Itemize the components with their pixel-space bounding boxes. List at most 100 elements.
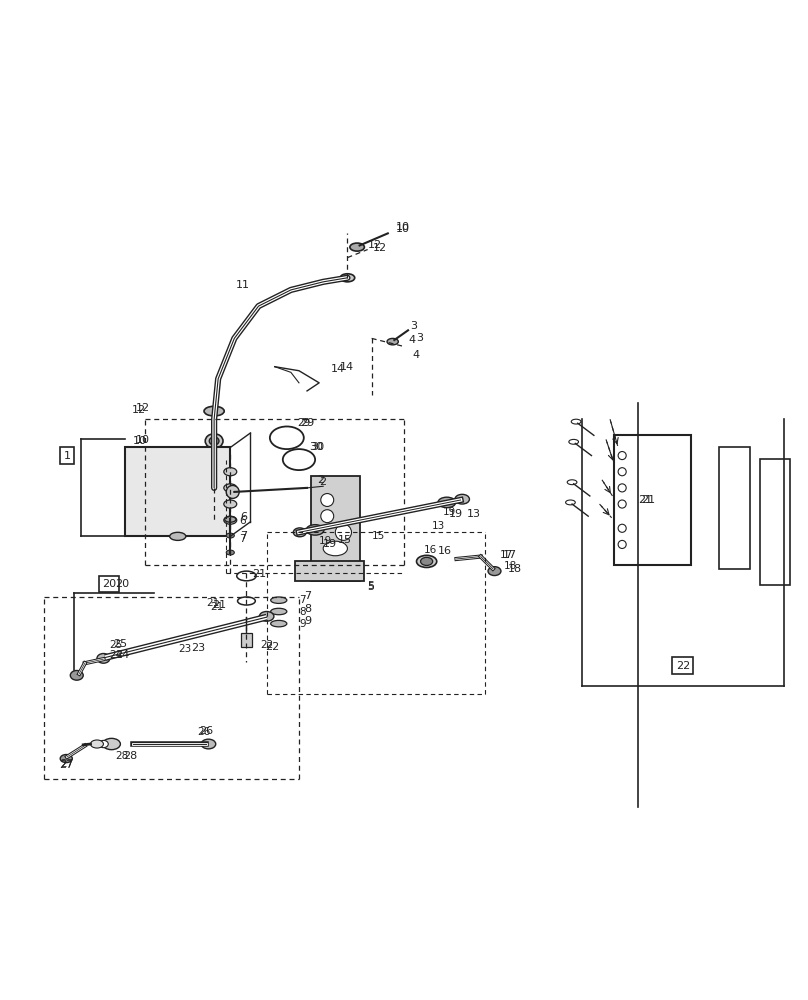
Ellipse shape — [238, 597, 255, 605]
Text: 12: 12 — [368, 240, 381, 250]
Ellipse shape — [205, 434, 223, 448]
Text: 6: 6 — [240, 512, 247, 522]
Text: 11: 11 — [236, 280, 250, 290]
Circle shape — [618, 452, 626, 460]
Ellipse shape — [224, 484, 237, 492]
Text: 29: 29 — [300, 418, 314, 428]
Text: 21: 21 — [641, 495, 654, 505]
Text: 8: 8 — [304, 604, 311, 614]
Ellipse shape — [569, 439, 579, 444]
Text: 10: 10 — [136, 435, 149, 445]
Ellipse shape — [97, 654, 110, 663]
Text: 7: 7 — [299, 595, 305, 605]
Ellipse shape — [387, 338, 398, 345]
Text: 28: 28 — [123, 751, 137, 761]
Circle shape — [618, 484, 626, 492]
Ellipse shape — [224, 500, 237, 508]
Ellipse shape — [488, 567, 501, 576]
Bar — [760, 459, 790, 585]
Text: 13: 13 — [467, 509, 481, 519]
Ellipse shape — [421, 557, 433, 565]
Text: 7: 7 — [240, 531, 247, 541]
Text: 16: 16 — [438, 546, 452, 556]
Text: 2: 2 — [318, 475, 325, 485]
Circle shape — [618, 468, 626, 476]
Text: 15: 15 — [338, 535, 351, 545]
Ellipse shape — [99, 740, 108, 748]
Circle shape — [321, 494, 334, 506]
Text: 10: 10 — [133, 436, 147, 446]
Ellipse shape — [225, 517, 236, 522]
Bar — [719, 447, 750, 569]
Text: 25: 25 — [109, 640, 122, 650]
Ellipse shape — [270, 426, 304, 449]
Text: 6: 6 — [239, 516, 246, 526]
Ellipse shape — [224, 468, 237, 476]
Text: 9: 9 — [304, 616, 311, 626]
Text: 8: 8 — [299, 607, 305, 617]
Text: 10: 10 — [396, 224, 410, 234]
Text: 5: 5 — [368, 582, 375, 592]
Text: 21: 21 — [638, 495, 652, 505]
Text: 22: 22 — [260, 640, 273, 650]
Circle shape — [226, 485, 239, 498]
Text: 18: 18 — [507, 564, 521, 574]
Ellipse shape — [340, 274, 355, 282]
Text: 12: 12 — [136, 403, 149, 413]
Text: 19: 19 — [323, 539, 337, 549]
Text: 12: 12 — [132, 405, 145, 415]
Text: 25: 25 — [113, 639, 127, 649]
Text: 24: 24 — [109, 650, 122, 660]
Ellipse shape — [417, 555, 437, 567]
Ellipse shape — [271, 597, 287, 603]
Ellipse shape — [271, 620, 287, 627]
Ellipse shape — [271, 608, 287, 615]
Ellipse shape — [204, 406, 225, 416]
Text: 14: 14 — [339, 362, 353, 372]
Text: 24: 24 — [115, 650, 129, 660]
Text: 13: 13 — [432, 521, 445, 531]
Ellipse shape — [306, 525, 324, 535]
Text: 1: 1 — [64, 451, 70, 461]
Text: 17: 17 — [499, 550, 512, 560]
Ellipse shape — [323, 541, 347, 556]
Circle shape — [618, 500, 626, 508]
Ellipse shape — [209, 437, 219, 445]
Bar — [295, 561, 364, 581]
Text: 28: 28 — [116, 751, 128, 761]
Text: 4: 4 — [412, 350, 419, 360]
Text: 21: 21 — [206, 598, 219, 608]
Ellipse shape — [201, 739, 216, 749]
Text: 12: 12 — [373, 243, 387, 253]
Text: 2: 2 — [319, 477, 326, 487]
Text: 30: 30 — [311, 442, 324, 452]
Ellipse shape — [293, 528, 306, 537]
Text: 15: 15 — [372, 531, 385, 541]
Ellipse shape — [571, 419, 581, 424]
Text: 19: 19 — [319, 536, 332, 546]
Text: 30: 30 — [309, 442, 323, 452]
Text: 18: 18 — [504, 561, 517, 571]
Text: 3: 3 — [416, 333, 423, 343]
Ellipse shape — [170, 532, 186, 540]
Text: 14: 14 — [331, 364, 345, 374]
Text: 19: 19 — [449, 509, 463, 519]
Ellipse shape — [237, 571, 256, 581]
Ellipse shape — [60, 755, 73, 763]
Ellipse shape — [438, 497, 456, 508]
Bar — [311, 476, 360, 581]
Circle shape — [618, 540, 626, 548]
Ellipse shape — [455, 494, 469, 504]
Bar — [614, 435, 691, 565]
Text: 27: 27 — [61, 759, 74, 769]
Text: 22: 22 — [265, 642, 280, 652]
Ellipse shape — [566, 500, 575, 505]
Ellipse shape — [567, 480, 577, 485]
Text: 26: 26 — [197, 727, 210, 737]
Ellipse shape — [283, 449, 315, 470]
Text: 7: 7 — [239, 534, 246, 544]
Text: 5: 5 — [368, 581, 375, 591]
Text: 20: 20 — [102, 579, 116, 589]
Text: 27: 27 — [59, 760, 74, 770]
Text: 17: 17 — [503, 550, 516, 560]
